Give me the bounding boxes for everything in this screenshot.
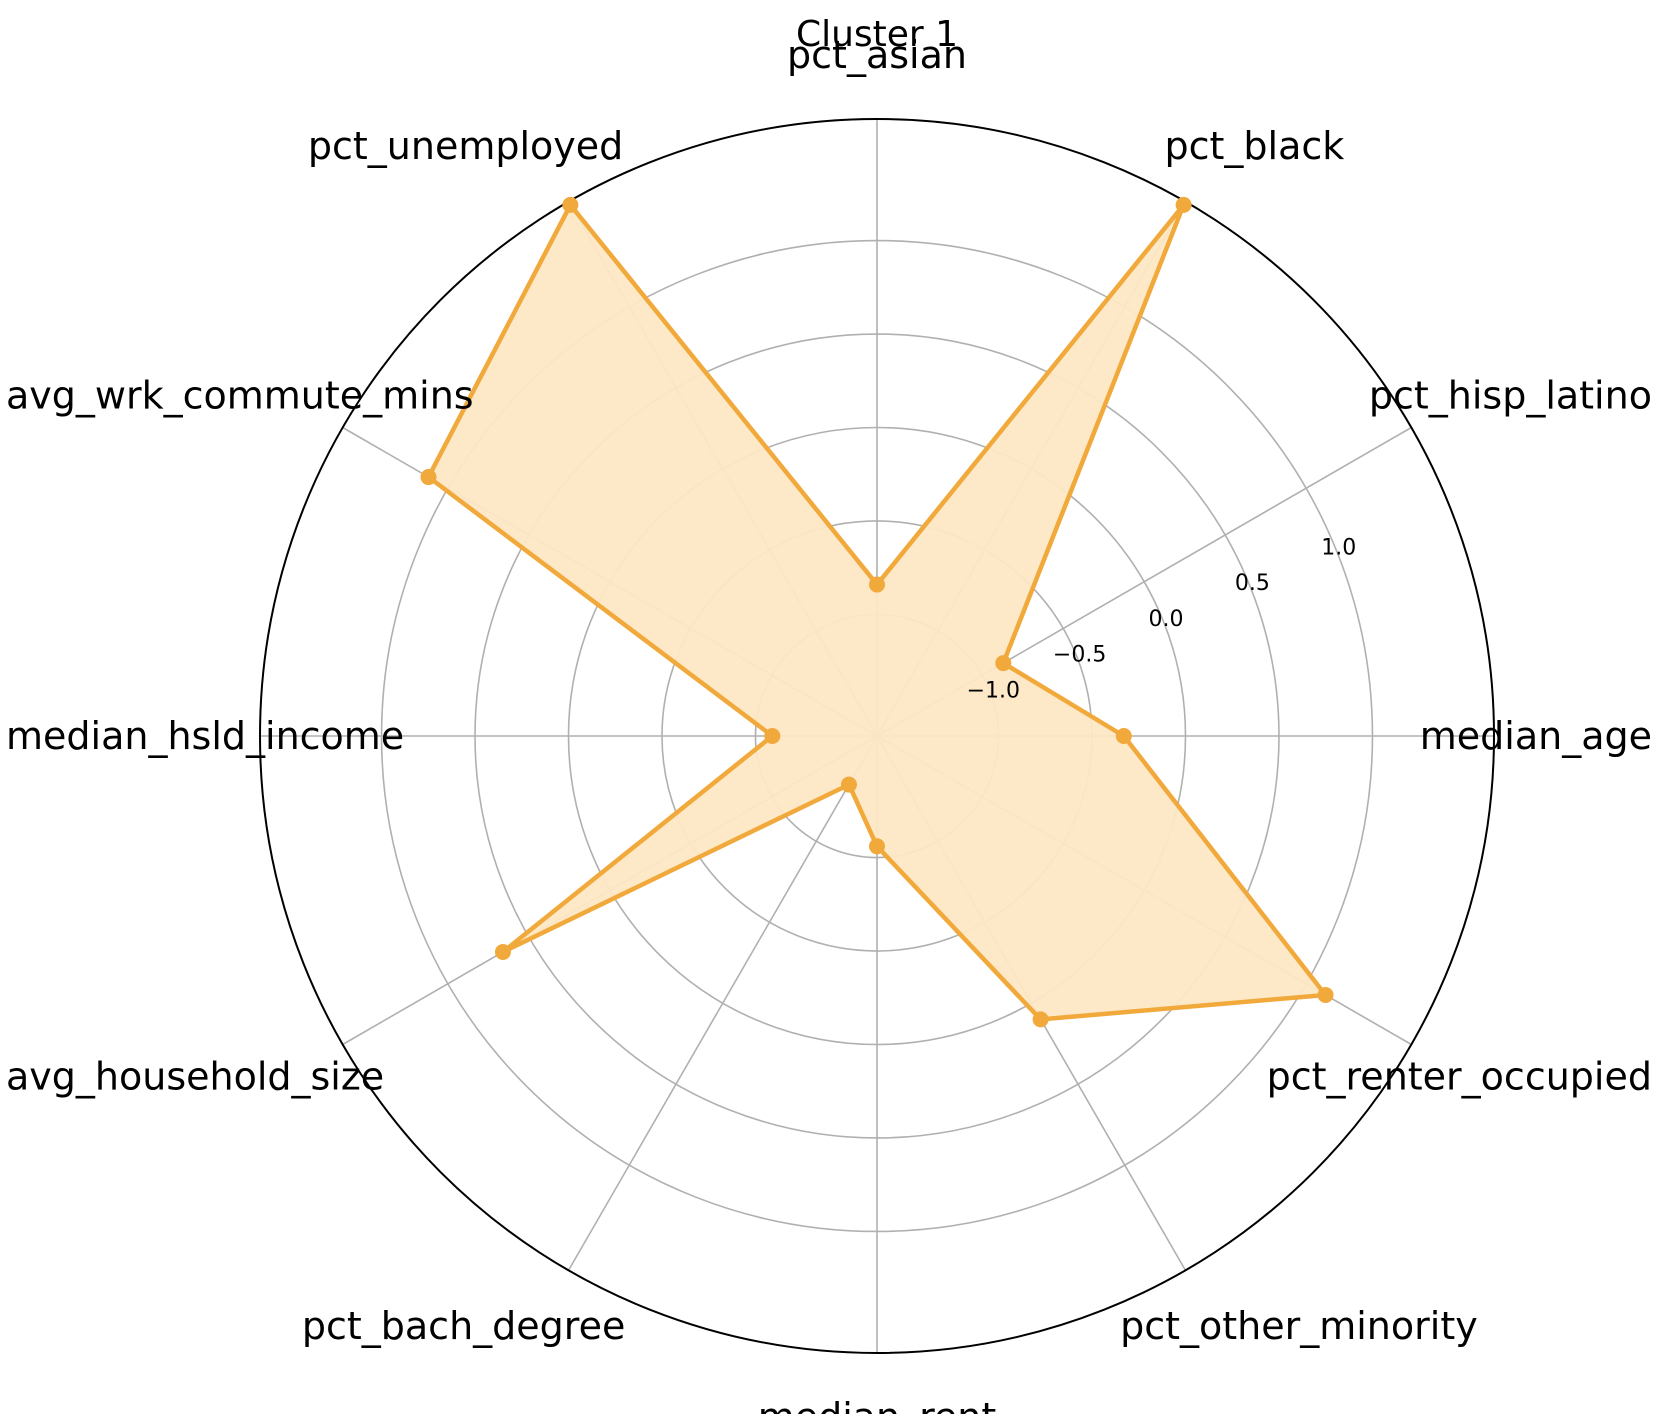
axis-label: median_hsld_income [6, 714, 404, 758]
axis-label: median_age [1420, 714, 1652, 758]
axis-label: pct_unemployed [308, 124, 623, 168]
axis-label: pct_bach_degree [302, 1304, 625, 1348]
data-point [494, 943, 511, 960]
axis-label: pct_asian [787, 33, 967, 77]
data-point [995, 655, 1012, 672]
spoke-line [567, 735, 878, 1271]
radial-tick-label: 1.0 [1321, 535, 1356, 560]
radial-tick-label: −0.5 [1053, 643, 1106, 668]
axis-label: pct_other_minority [1120, 1304, 1478, 1348]
outer-ring [259, 118, 1495, 1354]
data-point [869, 838, 885, 855]
data-point [764, 728, 781, 744]
axis-label: median_rent [758, 1395, 997, 1414]
data-point [840, 776, 857, 793]
axis-label: pct_hisp_latino [1369, 374, 1652, 418]
radial-tick-label: 0.5 [1235, 571, 1270, 596]
data-point [562, 196, 579, 213]
axis-label: pct_renter_occupied [1267, 1055, 1652, 1099]
data-point [1115, 728, 1132, 744]
axis-label: avg_wrk_commute_mins [6, 374, 474, 418]
data-point [420, 469, 437, 486]
label-layer: −1.0 −0.5 0.0 0.5 1.0 median_age pct_hisp_lati… [6, 33, 1652, 1414]
radial-tick-label: −1.0 [967, 678, 1020, 703]
data-point [1032, 1011, 1049, 1028]
axis-label: avg_household_size [6, 1055, 384, 1099]
data-point [869, 576, 885, 593]
data-point [1317, 986, 1334, 1003]
axis-label: pct_black [1165, 124, 1345, 168]
data-point [1175, 196, 1192, 213]
series-layer [420, 196, 1334, 1028]
chart-title: Cluster 1 [796, 14, 958, 55]
radial-tick-label: 0.0 [1149, 607, 1184, 632]
